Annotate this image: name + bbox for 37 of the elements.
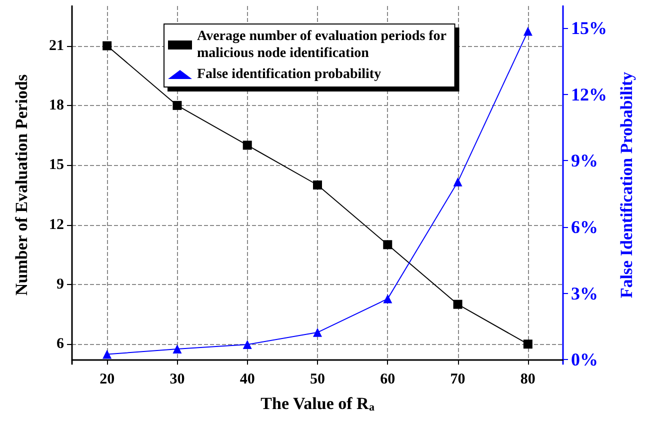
point — [453, 177, 462, 186]
point — [102, 41, 112, 50]
point — [172, 100, 182, 110]
x-tick-label: 50 — [310, 372, 325, 388]
x-tick-label: 70 — [450, 372, 466, 388]
y-tick-label: 21 — [49, 38, 64, 54]
y2-tick-label: 6% — [571, 216, 598, 237]
point — [172, 344, 182, 354]
y2-tick-label: 12% — [571, 84, 607, 104]
y2-tick-label: 3% — [571, 283, 598, 304]
y-tick-label: 18 — [49, 97, 64, 114]
x-tick-label: 20 — [100, 372, 115, 388]
x-tick-label: 80 — [520, 372, 536, 388]
legend-label: False identification probability — [197, 67, 382, 82]
y-axis-title: Number of Evaluation Periods — [12, 74, 31, 296]
point — [313, 328, 322, 337]
point — [453, 300, 462, 309]
legend-label: Average number of evaluation periods for malicious node identification — [197, 29, 447, 61]
x-tick-label: 30 — [170, 372, 185, 388]
y2-tick-label: 0% — [571, 350, 598, 370]
x-tick-label: 60 — [380, 372, 396, 388]
y-tick-label: 9 — [56, 276, 64, 292]
y2-axis-title: False Identification Probability — [616, 71, 636, 298]
y-tick-label: 6 — [56, 336, 64, 352]
point — [523, 340, 532, 349]
point — [383, 294, 392, 304]
y2-tick-label: 15% — [571, 18, 607, 38]
x-tick-label: 40 — [240, 372, 255, 388]
point — [102, 350, 112, 359]
point — [523, 26, 532, 36]
point — [242, 340, 252, 350]
y2-tick-label: 9% — [571, 150, 598, 171]
y-tick-label: 15 — [49, 157, 64, 174]
point — [242, 140, 252, 150]
point — [383, 240, 392, 250]
y-tick-label: 12 — [49, 216, 64, 233]
point — [313, 180, 322, 190]
